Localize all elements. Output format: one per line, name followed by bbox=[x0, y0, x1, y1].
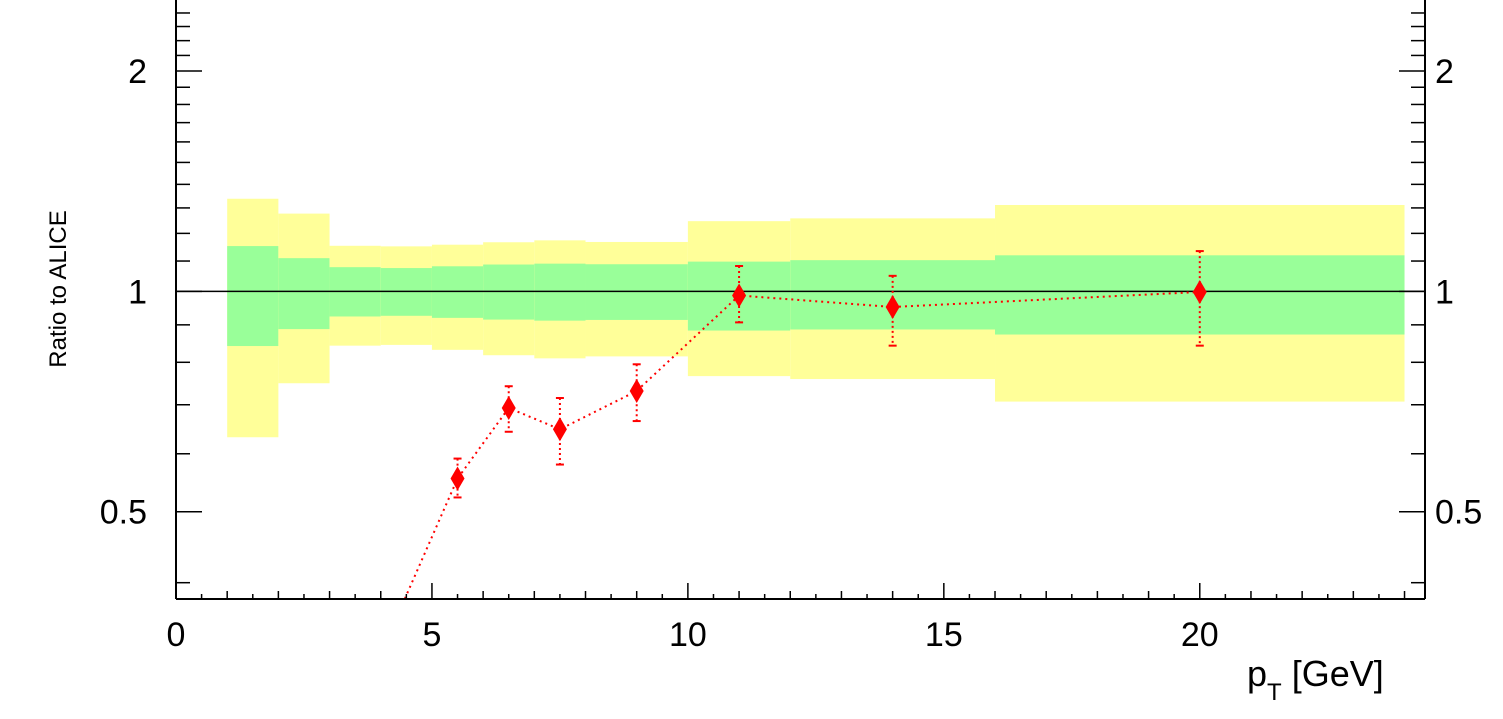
data-point bbox=[501, 395, 516, 420]
series-line bbox=[403, 290, 1200, 599]
axes-frame bbox=[175, 0, 1426, 600]
axis-ticks bbox=[175, 12, 1425, 599]
y-tick-label-right: 1 bbox=[1435, 273, 1454, 311]
x-axis-title: pT [GeV] bbox=[1247, 653, 1384, 706]
data-point bbox=[450, 466, 465, 491]
x-tick-label: 10 bbox=[669, 616, 707, 654]
data-point bbox=[552, 417, 567, 442]
inner-band-bin bbox=[278, 258, 330, 330]
inner-band-bin bbox=[227, 246, 279, 347]
y-tick-label-right: 0.5 bbox=[1435, 494, 1482, 532]
data-point bbox=[629, 378, 644, 403]
x-tick-label: 5 bbox=[422, 616, 441, 654]
data-point bbox=[374, 642, 388, 666]
y-tick-label-left: 1 bbox=[128, 273, 147, 311]
y-axis-title: Ratio to ALICE bbox=[45, 210, 72, 367]
x-tick-label: 0 bbox=[167, 616, 186, 654]
x-tick-label: 20 bbox=[1181, 616, 1219, 654]
tick-labels: 0 5 10 15 20 0.5 0.5 1 1 2 2 bbox=[100, 53, 1483, 654]
inner-band-bin bbox=[534, 263, 586, 321]
data-point bbox=[885, 294, 900, 319]
data-point bbox=[1192, 279, 1207, 304]
x-tick-label: 15 bbox=[925, 616, 963, 654]
inner-band-bin bbox=[790, 260, 996, 330]
data-series bbox=[374, 250, 1207, 666]
y-tick-label-right: 2 bbox=[1435, 53, 1454, 91]
uncertainty-bands bbox=[227, 198, 1405, 438]
y-tick-label-left: 2 bbox=[128, 53, 147, 91]
data-point bbox=[732, 283, 747, 308]
y-tick-label-left: 0.5 bbox=[100, 494, 147, 532]
